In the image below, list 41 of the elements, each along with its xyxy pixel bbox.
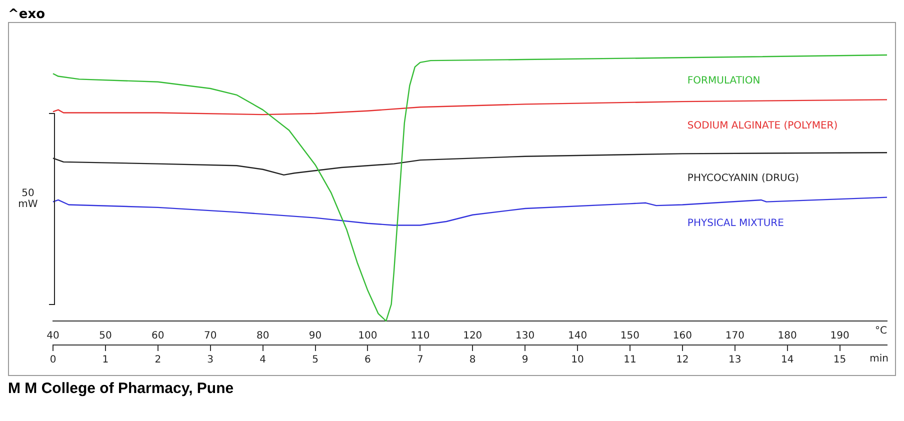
x2-axis-title: min (870, 354, 888, 365)
x2-tick-label: 9 (522, 354, 528, 366)
x-tick-label: 160 (672, 330, 692, 342)
x-tick-label: 90 (308, 330, 322, 342)
x-tick-label: 120 (463, 330, 482, 342)
series-label: PHYCOCYANIN (DRUG) (687, 173, 800, 184)
x2-tick-label: 4 (260, 354, 266, 366)
x-tick-label: 170 (725, 330, 744, 342)
x2-tick-label: 7 (416, 354, 424, 366)
x-tick-label: 150 (620, 330, 640, 342)
x2-tick-label: 2 (154, 354, 162, 366)
text: M M College of Pharmacy, Pune (8, 380, 235, 398)
x-tick-label: 140 (568, 330, 588, 342)
x-tick-label: 60 (152, 330, 164, 342)
x-tick-label: 50 (99, 330, 112, 342)
x-tick-label: 70 (204, 330, 217, 342)
series-label: SODIUM ALGINATE (POLYMER) (687, 120, 838, 132)
x2-tick-label: 10 (571, 354, 584, 366)
x-tick-label: 180 (778, 330, 797, 342)
x2-tick-label: 5 (312, 354, 318, 366)
x2-tick-label: 13 (728, 354, 742, 366)
x2-tick-label: 11 (624, 354, 636, 366)
x-tick-label: 130 (516, 330, 535, 342)
x2-tick-label: 3 (207, 354, 214, 366)
x2-tick-label: 12 (676, 354, 689, 366)
x2-tick-label: 6 (364, 354, 371, 366)
x2-tick-label: 0 (50, 354, 56, 366)
x-axis-title: °C (875, 326, 888, 337)
x-tick-label: 190 (830, 330, 850, 342)
text: 50 mW (17, 188, 39, 210)
x2-tick-label: 14 (780, 354, 794, 366)
x2-tick-label: 8 (469, 354, 476, 366)
x-tick-label: 80 (256, 330, 270, 342)
x2-tick-label: 15 (833, 354, 846, 366)
series-label: FORMULATION (687, 76, 760, 87)
series-label: PHYSICAL MIXTURE (687, 218, 784, 229)
x-tick-label: 100 (358, 330, 378, 342)
x2-tick-label: 1 (102, 354, 109, 366)
x-tick-label: 110 (410, 330, 430, 342)
x-tick-label: 40 (46, 330, 60, 342)
text: ^exo (8, 7, 46, 22)
